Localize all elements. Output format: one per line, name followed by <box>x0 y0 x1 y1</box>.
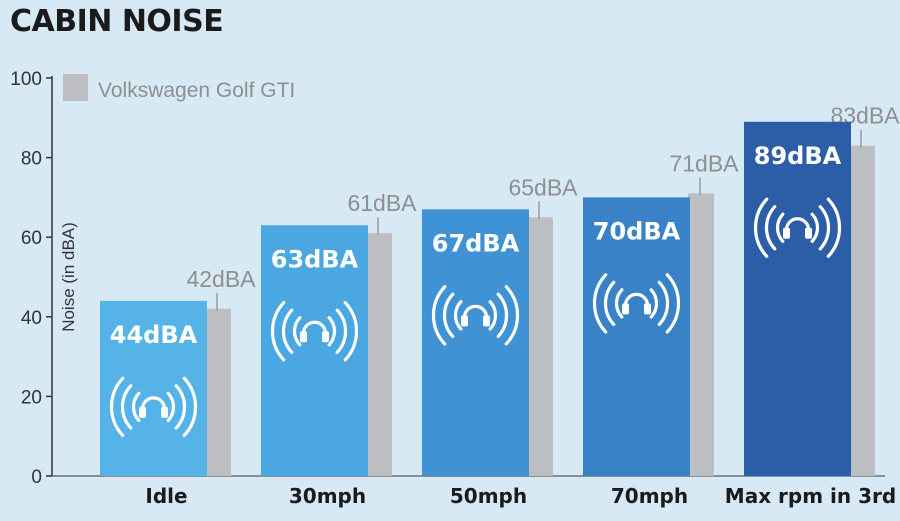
ear-cup <box>161 406 168 418</box>
y-tick-label: 20 <box>21 387 42 408</box>
main-value-label: 70dBA <box>593 217 681 245</box>
comparison-value-label: 65dBA <box>508 174 578 200</box>
comparison-value-label: 61dBA <box>347 190 417 216</box>
ear-cup <box>300 331 307 343</box>
icon-stroke <box>182 376 198 438</box>
icon-stroke <box>665 273 681 334</box>
icon-stroke <box>623 292 650 307</box>
icon-stroke <box>649 288 659 319</box>
y-tick-label: 100 <box>10 69 42 90</box>
legend-label: Volkswagen Golf GTI <box>98 79 295 102</box>
main-bar <box>422 209 529 476</box>
category-label: Idle <box>145 484 187 508</box>
icon-stroke <box>810 212 820 243</box>
icon-stroke <box>784 217 811 232</box>
headphones-sound-icon <box>431 285 520 346</box>
icon-stroke <box>109 376 125 438</box>
icon-stroke <box>343 301 359 362</box>
ear-cup <box>644 303 651 315</box>
icon-stroke <box>657 280 670 327</box>
icon-stroke <box>453 300 463 331</box>
ear-cup <box>461 315 468 327</box>
main-bar <box>744 121 851 476</box>
ear-cup <box>783 227 790 239</box>
comparison-value-label: 71dBA <box>669 150 739 176</box>
icon-stroke <box>614 288 624 319</box>
comparison-bar <box>205 308 231 476</box>
icon-stroke <box>270 301 286 362</box>
main-value-label: 44dBA <box>110 321 198 349</box>
icon-stroke <box>603 280 616 327</box>
icon-stroke <box>826 197 842 258</box>
ear-cup <box>805 227 812 239</box>
ear-cup <box>483 315 490 327</box>
main-bar <box>583 197 690 476</box>
icon-stroke <box>301 320 328 335</box>
icon-stroke <box>120 384 133 430</box>
headphones-sound-icon <box>592 273 681 334</box>
chart-title: CABIN NOISE <box>10 4 224 39</box>
category-label: Max rpm in 3rd <box>725 484 896 508</box>
icon-stroke <box>775 212 785 243</box>
icon-stroke <box>818 205 831 251</box>
main-bar <box>100 300 207 476</box>
icon-stroke <box>174 384 187 430</box>
y-axis-label: Noise (in dBA) <box>59 222 78 332</box>
main-value-label: 63dBA <box>271 245 359 273</box>
icon-stroke <box>496 292 509 339</box>
icon-stroke <box>764 205 777 251</box>
comparison-value-label: 42dBA <box>186 266 256 292</box>
icon-stroke <box>131 391 141 423</box>
headphones-sound-icon <box>753 197 842 258</box>
y-tick-label: 60 <box>21 228 42 249</box>
icon-stroke <box>335 308 348 354</box>
category-label: 70mph <box>611 484 688 508</box>
icon-stroke <box>292 316 302 347</box>
comparison-bar <box>688 193 714 477</box>
main-value-label: 89dBA <box>754 142 842 170</box>
icon-stroke <box>281 308 294 354</box>
icon-stroke <box>462 304 489 319</box>
comparison-bar <box>366 233 392 476</box>
icon-stroke <box>488 300 498 331</box>
y-tick-label: 80 <box>21 149 42 170</box>
icon-stroke <box>504 285 520 346</box>
ear-cup <box>622 303 629 315</box>
ear-cup <box>322 331 329 343</box>
y-tick-label: 0 <box>31 467 42 488</box>
icon-stroke <box>753 197 769 258</box>
icon-stroke <box>166 391 176 423</box>
category-label: 30mph <box>289 484 366 508</box>
comparison-bar <box>527 217 553 477</box>
headphones-sound-icon <box>109 376 198 438</box>
category-label: 50mph <box>450 484 527 508</box>
main-value-label: 67dBA <box>432 229 520 257</box>
comparison-bar <box>849 145 875 476</box>
icon-stroke <box>327 316 337 347</box>
legend-swatch <box>63 74 88 101</box>
icon-stroke <box>592 273 608 334</box>
y-tick-label: 40 <box>21 308 42 329</box>
icon-stroke <box>431 285 447 346</box>
icon-stroke <box>442 292 455 339</box>
icon-stroke <box>140 396 167 411</box>
headphones-sound-icon <box>270 301 359 362</box>
ear-cup <box>139 406 146 418</box>
